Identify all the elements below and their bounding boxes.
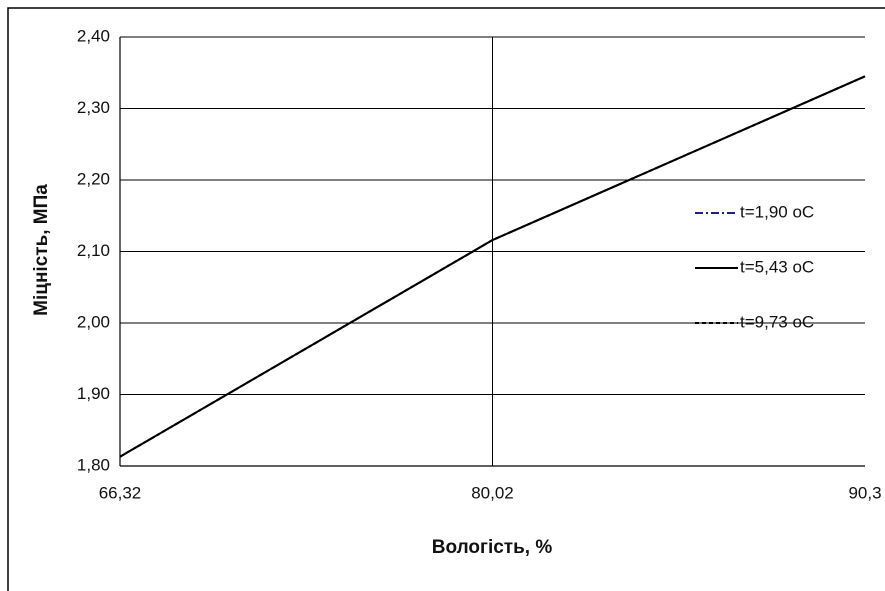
legend-label: t=5,43 oC [740, 257, 814, 276]
y-tick-label: 2,00 [77, 312, 110, 331]
frame [7, 7, 885, 591]
x-tick-label: 80,02 [471, 483, 514, 502]
y-tick-label: 1,80 [77, 455, 110, 474]
x-axis-title: Вологість, % [432, 537, 553, 558]
y-tick-label: 2,20 [77, 169, 110, 188]
y-tick-label: 2,10 [77, 241, 110, 260]
legend-label: t=9,73 oC [740, 312, 814, 331]
x-tick-label: 90,3 [848, 483, 881, 502]
series-line [119, 75, 866, 458]
y-axis-title: Міцність, МПа [31, 184, 52, 316]
x-tick-label: 66,32 [99, 483, 142, 502]
y-tick-label: 2,40 [77, 26, 110, 45]
y-tick-label: 2,30 [77, 98, 110, 117]
y-tick-label: 1,90 [77, 384, 110, 403]
legend-label: t=1,90 oC [740, 202, 814, 221]
